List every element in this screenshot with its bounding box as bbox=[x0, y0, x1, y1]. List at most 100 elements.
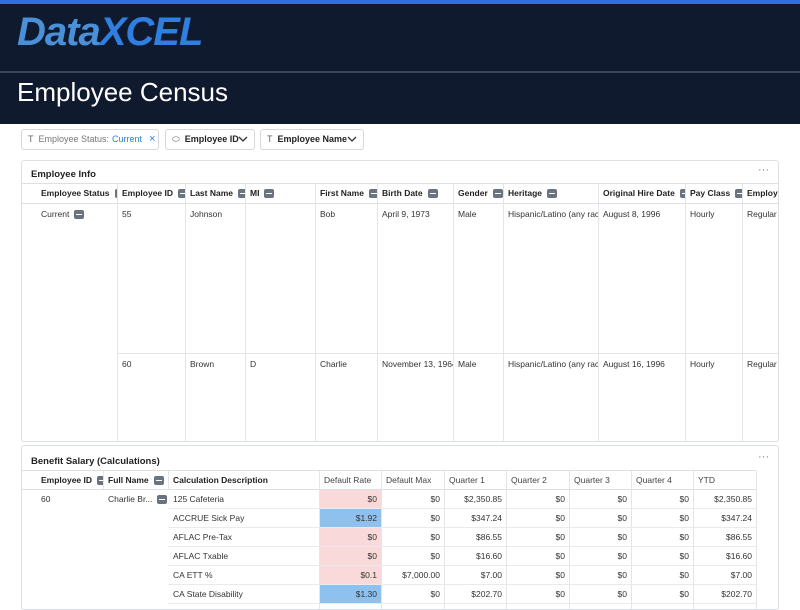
table-cell: CA ETT % bbox=[173, 570, 213, 580]
header-divider bbox=[0, 71, 800, 73]
table-cell: D bbox=[250, 359, 257, 369]
table-cell: $0 bbox=[430, 532, 440, 542]
column-divider bbox=[168, 471, 169, 489]
table-cell: $202.70 bbox=[471, 589, 502, 599]
column-header-text: Original Hire Date bbox=[603, 188, 675, 198]
column-menu-icon[interactable] bbox=[547, 189, 558, 199]
logo-part: Data bbox=[17, 10, 101, 54]
table-cell: $0 bbox=[679, 494, 689, 504]
table-cell: 125 Cafeteria bbox=[173, 494, 225, 504]
filter-chip[interactable]: T Employee Status: Current × bbox=[21, 129, 159, 150]
filter-chip[interactable]: T Employee Name bbox=[260, 129, 364, 150]
table-cell: $0 bbox=[555, 551, 565, 561]
header-row-line bbox=[22, 203, 778, 204]
column-header-text: Calculation Description bbox=[173, 475, 268, 485]
filter-value: Current bbox=[112, 134, 143, 144]
table-cell: $0 bbox=[679, 532, 689, 542]
table-cell: CA State Disability bbox=[173, 589, 243, 599]
status-cell: Current bbox=[22, 204, 117, 224]
column-divider bbox=[598, 184, 599, 441]
column-header: MI bbox=[245, 184, 315, 203]
column-header: Heritage bbox=[503, 184, 598, 203]
table-cell: $0 bbox=[320, 547, 381, 565]
column-header: Default Rate bbox=[319, 471, 381, 489]
column-menu-icon[interactable] bbox=[264, 189, 275, 199]
header-row-line bbox=[22, 489, 756, 490]
table-cell: $2,350.85 bbox=[714, 494, 752, 504]
row-divider bbox=[117, 353, 778, 354]
table-cell: AFLAC Pre-Tax bbox=[173, 532, 233, 542]
column-menu-icon[interactable] bbox=[97, 476, 103, 486]
column-menu-icon[interactable] bbox=[74, 210, 85, 220]
header: DataXCEL Employee Census bbox=[0, 4, 800, 124]
table-cell: Johnson bbox=[190, 209, 223, 219]
row-divider bbox=[168, 603, 756, 604]
column-header-text: Quarter 2 bbox=[511, 475, 547, 485]
column-header-text: Employee ID bbox=[41, 475, 93, 485]
table-cell: $0.1 bbox=[320, 566, 381, 584]
column-header-text: Quarter 4 bbox=[636, 475, 672, 485]
table-cell: Charlie bbox=[320, 359, 347, 369]
column-menu-icon[interactable] bbox=[427, 189, 438, 199]
column-menu-icon[interactable] bbox=[492, 189, 503, 199]
column-header: YTD bbox=[693, 471, 756, 489]
column-header-text: Pay Class bbox=[690, 188, 731, 198]
chip-icon: T bbox=[28, 134, 34, 144]
table-cell: $86.55 bbox=[726, 532, 752, 542]
column-divider bbox=[103, 471, 104, 489]
column-header-text: Default Rate bbox=[324, 475, 372, 485]
column-menu-icon[interactable] bbox=[153, 476, 164, 486]
table-cell: AFLAC Txable bbox=[173, 551, 229, 561]
table-cell: $1.30 bbox=[320, 585, 381, 603]
column-header-text: YTD bbox=[698, 475, 715, 485]
table-cell: Charlie Br... bbox=[103, 490, 168, 509]
column-header-text: Default Max bbox=[386, 475, 432, 485]
filter-chip[interactable]: ⬭ Employee ID bbox=[165, 129, 255, 150]
table-cell: Brown bbox=[190, 359, 215, 369]
table-cell: $86.55 bbox=[476, 532, 502, 542]
table-cell: $0 bbox=[617, 513, 627, 523]
column-menu-icon[interactable] bbox=[157, 495, 168, 505]
table-cell: August 8, 1996 bbox=[603, 209, 661, 219]
table-cell: $0 bbox=[555, 494, 565, 504]
accent-bar bbox=[0, 0, 800, 4]
table-cell: April 9, 1973 bbox=[382, 209, 430, 219]
header-row-line bbox=[22, 470, 756, 471]
column-header-text: Employee ID bbox=[122, 188, 174, 198]
column-menu-icon[interactable] bbox=[368, 189, 377, 199]
table-cell: Hourly bbox=[690, 359, 715, 369]
table-cell: $347.24 bbox=[721, 513, 752, 523]
column-header: Employee ID bbox=[22, 471, 103, 489]
table-cell: $0 bbox=[617, 589, 627, 599]
column-header-text: Heritage bbox=[508, 188, 543, 198]
column-menu-icon[interactable] bbox=[679, 189, 685, 199]
column-header: Quarter 1 bbox=[444, 471, 506, 489]
column-header-text: MI bbox=[250, 188, 260, 198]
row-divider bbox=[168, 565, 756, 566]
row-divider bbox=[168, 508, 756, 509]
chevron bbox=[347, 136, 357, 142]
column-menu-icon[interactable] bbox=[178, 189, 185, 199]
table-cell: $0 bbox=[430, 589, 440, 599]
column-menu-icon[interactable] bbox=[238, 189, 245, 199]
more-menu[interactable]: ··· bbox=[758, 451, 769, 463]
column-divider bbox=[315, 184, 316, 441]
table-cell: $0 bbox=[555, 532, 565, 542]
more-menu[interactable]: ··· bbox=[758, 164, 769, 176]
chevron-icon bbox=[238, 130, 248, 156]
column-header: Employee Status bbox=[22, 184, 117, 203]
column-menu-icon[interactable] bbox=[114, 189, 117, 199]
column-divider bbox=[117, 184, 118, 441]
table-cell: $0 bbox=[555, 570, 565, 580]
column-header: Employee bbox=[742, 184, 778, 203]
column-header: Birth Date bbox=[377, 184, 453, 203]
column-header: Default Max bbox=[381, 471, 444, 489]
column-menu-icon[interactable] bbox=[735, 189, 742, 199]
column-divider bbox=[569, 471, 570, 609]
chip-icon: T bbox=[267, 134, 273, 144]
filter-label: Employee Name bbox=[277, 134, 348, 144]
row-divider bbox=[168, 527, 756, 528]
column-header-text: Employee Status bbox=[41, 188, 110, 198]
table-cell: $0 bbox=[430, 494, 440, 504]
table-cell: $347.24 bbox=[471, 513, 502, 523]
